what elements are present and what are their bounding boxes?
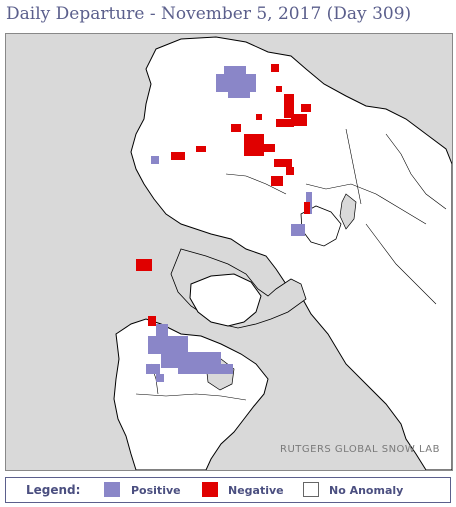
- greenland: [189, 273, 262, 327]
- country-borders: [135, 128, 447, 401]
- no-anomaly-label: No Anomaly: [329, 484, 404, 497]
- caspian-sea: [339, 193, 357, 230]
- legend-bar: Legend: Positive Negative No Anomaly: [5, 477, 451, 503]
- no-anomaly-swatch: [303, 482, 319, 497]
- negative-label: Negative: [228, 484, 284, 497]
- positive-label: Positive: [131, 484, 181, 497]
- page-title: Daily Departure - November 5, 2017 (Day …: [6, 4, 412, 24]
- legend-label: Legend:: [26, 483, 81, 497]
- positive-anomaly-cells: [146, 66, 312, 382]
- polar-map-svg: [113, 36, 452, 470]
- negative-swatch: [202, 482, 218, 497]
- negative-anomaly-cells: [136, 64, 311, 326]
- eurasia-landmass: [130, 36, 452, 470]
- snow-anomaly-map: RUTGERS GLOBAL SNOW LAB: [5, 33, 453, 471]
- positive-swatch: [104, 482, 120, 497]
- map-credit: RUTGERS GLOBAL SNOW LAB: [280, 444, 440, 455]
